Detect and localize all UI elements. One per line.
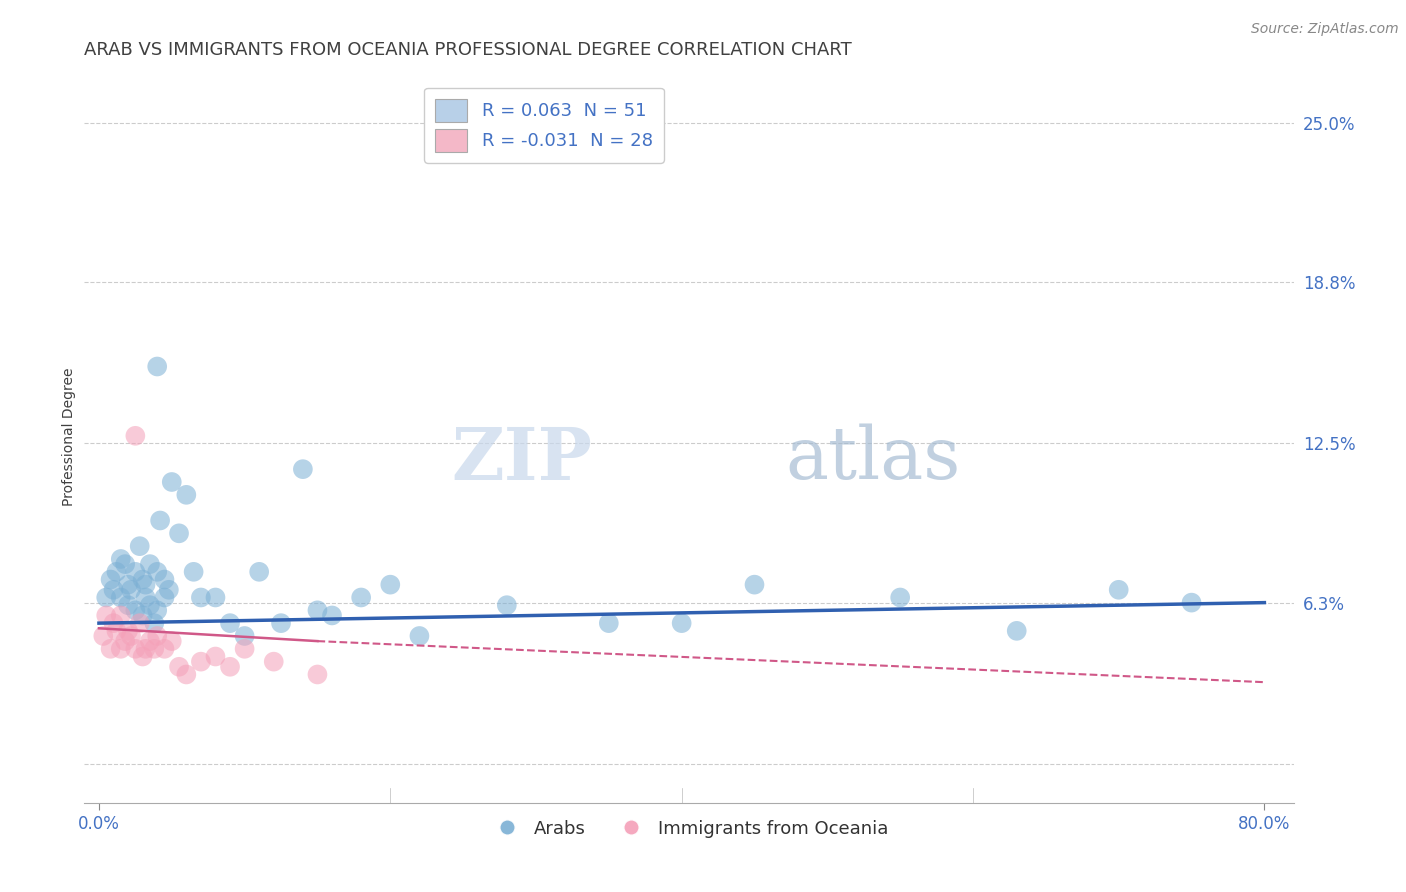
Point <box>270 616 292 631</box>
Point <box>219 660 242 674</box>
Point <box>176 488 198 502</box>
Point <box>149 514 172 528</box>
Legend: Arabs, Immigrants from Oceania: Arabs, Immigrants from Oceania <box>482 813 896 845</box>
Point <box>135 641 157 656</box>
Point <box>143 641 166 656</box>
Point <box>146 603 169 617</box>
Point <box>124 565 146 579</box>
Point <box>110 608 132 623</box>
Point <box>100 641 122 656</box>
Point <box>103 616 125 631</box>
Point <box>160 475 183 489</box>
Point <box>408 629 430 643</box>
Point <box>120 582 142 597</box>
Point <box>153 641 176 656</box>
Point <box>495 598 517 612</box>
Point <box>124 429 146 443</box>
Point <box>167 660 190 674</box>
Point <box>114 634 136 648</box>
Point <box>321 608 343 623</box>
Point <box>91 629 114 643</box>
Point <box>204 591 226 605</box>
Point <box>167 526 190 541</box>
Point <box>204 649 226 664</box>
Point <box>143 616 166 631</box>
Point <box>110 641 132 656</box>
Point <box>135 577 157 591</box>
Point <box>128 539 150 553</box>
Point <box>105 565 128 579</box>
Point <box>131 573 153 587</box>
Point <box>263 655 285 669</box>
Point <box>598 616 620 631</box>
Point <box>103 582 125 597</box>
Y-axis label: Professional Degree: Professional Degree <box>62 368 76 507</box>
Point <box>247 565 270 579</box>
Point <box>157 582 180 597</box>
Point <box>1180 596 1202 610</box>
Point <box>219 616 242 631</box>
Point <box>117 598 139 612</box>
Point <box>117 577 139 591</box>
Point <box>117 624 139 638</box>
Point <box>307 603 329 617</box>
Point <box>190 655 212 669</box>
Point <box>291 462 314 476</box>
Point <box>139 557 162 571</box>
Point <box>380 577 402 591</box>
Point <box>100 573 122 587</box>
Point <box>176 667 198 681</box>
Point <box>110 552 132 566</box>
Text: Source: ZipAtlas.com: Source: ZipAtlas.com <box>1251 22 1399 37</box>
Point <box>671 616 693 631</box>
Point <box>124 641 146 656</box>
Text: atlas: atlas <box>786 424 962 494</box>
Point <box>350 591 373 605</box>
Point <box>139 634 162 648</box>
Point <box>120 629 142 643</box>
Point <box>190 591 212 605</box>
Point <box>307 667 329 681</box>
Point <box>96 608 118 623</box>
Point <box>96 591 118 605</box>
Point <box>153 591 176 605</box>
Point <box>146 629 169 643</box>
Point <box>131 649 153 664</box>
Point <box>160 634 183 648</box>
Point <box>135 591 157 605</box>
Point <box>110 591 132 605</box>
Point <box>233 641 256 656</box>
Point <box>744 577 766 591</box>
Point <box>139 598 162 612</box>
Text: ARAB VS IMMIGRANTS FROM OCEANIA PROFESSIONAL DEGREE CORRELATION CHART: ARAB VS IMMIGRANTS FROM OCEANIA PROFESSI… <box>84 41 852 59</box>
Point <box>889 591 911 605</box>
Point <box>1108 582 1130 597</box>
Point <box>105 624 128 638</box>
Point <box>146 359 169 374</box>
Text: ZIP: ZIP <box>451 424 592 494</box>
Point <box>131 608 153 623</box>
Point <box>128 616 150 631</box>
Point <box>114 557 136 571</box>
Point <box>183 565 205 579</box>
Point <box>233 629 256 643</box>
Point <box>146 565 169 579</box>
Point <box>153 573 176 587</box>
Point <box>124 603 146 617</box>
Point <box>1005 624 1028 638</box>
